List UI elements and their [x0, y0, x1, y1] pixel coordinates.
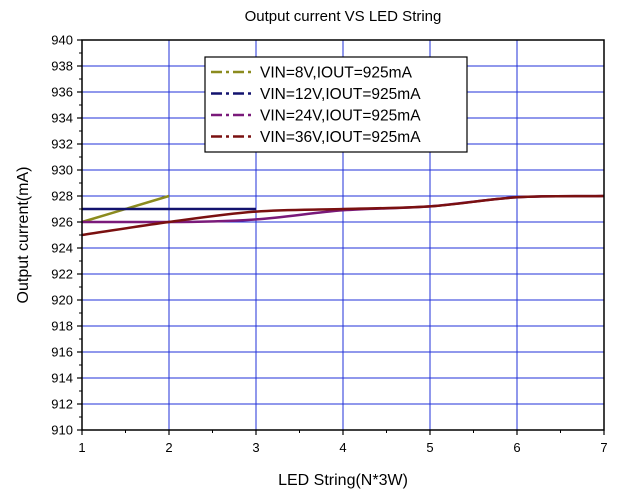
y-tick-label: 918: [51, 319, 73, 334]
x-tick-label: 5: [426, 440, 433, 455]
y-tick-label: 924: [51, 241, 73, 256]
y-tick-label: 916: [51, 345, 73, 360]
chart-title: Output current VS LED String: [245, 8, 442, 25]
y-tick-label: 940: [51, 33, 73, 48]
y-tick-label: 914: [51, 371, 73, 386]
y-tick-label: 922: [51, 267, 73, 282]
y-tick-label: 938: [51, 59, 73, 74]
y-tick-label: 930: [51, 163, 73, 178]
x-tick-label: 7: [600, 440, 607, 455]
y-tick-label: 926: [51, 215, 73, 230]
series-layer: [81, 194, 605, 237]
legend-label: VIN=8V,IOUT=925mA: [260, 65, 413, 82]
series-line-4: [81, 194, 605, 237]
x-tick-label: 4: [339, 440, 346, 455]
x-tick-label: 1: [78, 440, 85, 455]
y-tick-label: 928: [51, 189, 73, 204]
y-tick-label: 934: [51, 111, 73, 126]
legend-label: VIN=36V,IOUT=925mA: [260, 129, 421, 146]
ticks-layer: 1 2 3 4 5 6 7 910 912 914 916 918 920 922 924 926 928 930…: [51, 33, 607, 456]
y-tick-label: 920: [51, 293, 73, 308]
legend-label: VIN=24V,IOUT=925mA: [260, 108, 421, 125]
x-tick-label: 6: [513, 440, 520, 455]
y-tick-label: 912: [51, 397, 73, 412]
x-tick-label: 2: [165, 440, 172, 455]
y-tick-label: 936: [51, 85, 73, 100]
legend-label: VIN=12V,IOUT=925mA: [260, 86, 421, 103]
x-axis-label: LED String(N*3W): [278, 472, 408, 489]
legend: VIN=8V,IOUT=925mA VIN=12V,IOUT=925mA VIN=2…: [204, 56, 468, 153]
y-tick-label: 932: [51, 137, 73, 152]
x-tick-label: 3: [252, 440, 259, 455]
y-axis-label: Output current(mA): [15, 167, 32, 304]
y-tick-label: 910: [51, 423, 73, 438]
